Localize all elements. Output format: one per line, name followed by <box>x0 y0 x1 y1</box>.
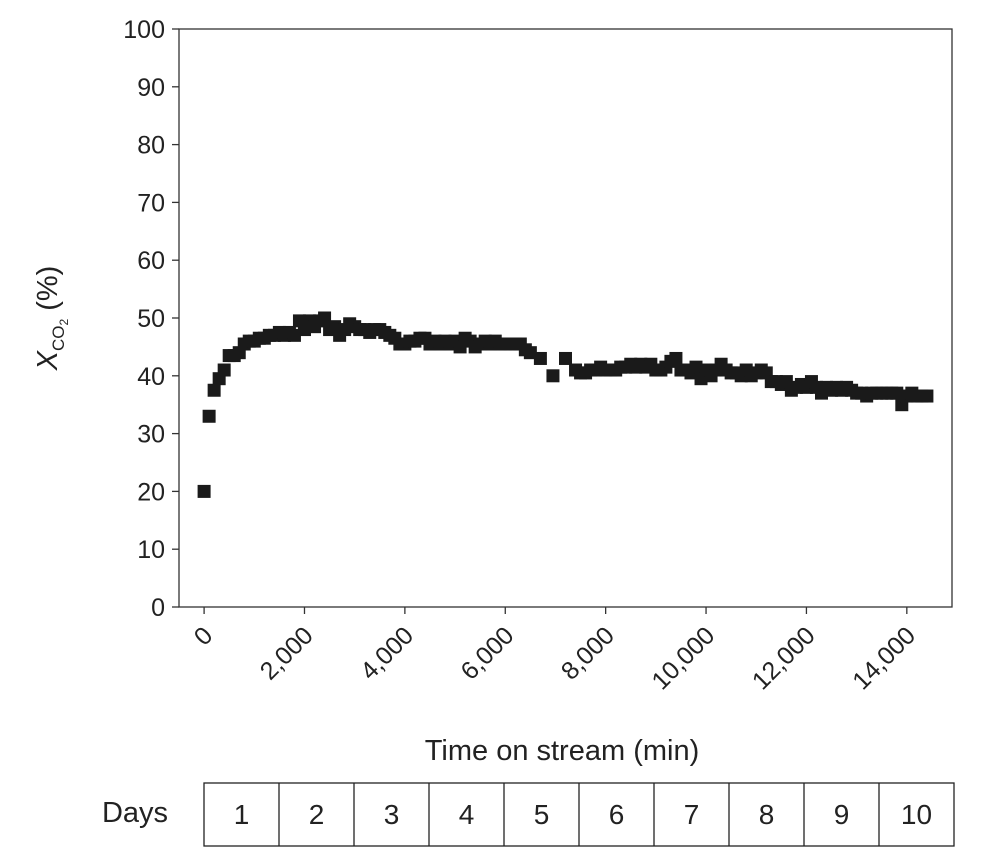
data-point <box>533 351 547 365</box>
data-point <box>318 311 332 325</box>
data-points <box>197 311 934 498</box>
data-point <box>689 360 703 374</box>
day-cell-label: 7 <box>684 799 700 830</box>
x-tick-label: 8,000 <box>556 621 620 685</box>
y-axis-symbol: X <box>32 349 64 371</box>
y-tick-label: 20 <box>137 478 165 506</box>
data-point <box>217 363 231 377</box>
x-tick-label: 14,000 <box>847 621 921 695</box>
y-tick-label: 50 <box>137 305 165 333</box>
data-point <box>920 389 934 403</box>
y-axis-subscript: CO <box>49 325 68 351</box>
y-tick-label: 30 <box>137 421 165 449</box>
day-cell-label: 8 <box>759 799 775 830</box>
y-axis-title: XCO2 (%) <box>32 266 71 372</box>
data-point <box>202 409 216 423</box>
day-cell-label: 3 <box>384 799 400 830</box>
x-axis-title: Time on stream (min) <box>425 735 699 767</box>
x-axis-ticks: 0 2,000 4,000 6,000 8,000 10,000 12,000 14,000 <box>189 607 921 695</box>
y-tick-label: 100 <box>123 16 165 44</box>
x-tick-label: 4,000 <box>355 621 419 685</box>
y-tick-label: 10 <box>137 536 165 564</box>
day-cell-label: 2 <box>309 799 325 830</box>
x-tick-label: 0 <box>189 621 219 651</box>
data-point <box>669 351 683 365</box>
y-tick-label: 70 <box>137 189 165 217</box>
day-cell-label: 1 <box>234 799 250 830</box>
day-cell-label: 6 <box>609 799 625 830</box>
y-tick-label: 0 <box>151 594 165 622</box>
data-point <box>890 386 904 400</box>
data-point <box>197 484 211 498</box>
data-point <box>287 328 301 342</box>
y-axis-subscript-2: 2 <box>57 318 71 325</box>
y-axis-unit: (%) <box>32 266 64 311</box>
data-point <box>546 369 560 383</box>
days-table: 1 2 3 4 5 6 7 8 9 10 <box>234 783 932 846</box>
x-tick-label: 10,000 <box>646 621 720 695</box>
day-cell-label: 10 <box>901 799 932 830</box>
day-cell-label: 5 <box>534 799 550 830</box>
y-tick-label: 90 <box>137 74 165 102</box>
x-tick-label: 6,000 <box>455 621 519 685</box>
day-cell-label: 4 <box>459 799 475 830</box>
y-tick-label: 40 <box>137 363 165 391</box>
day-cell-label: 9 <box>834 799 850 830</box>
y-tick-label: 80 <box>137 132 165 160</box>
x-tick-label: 12,000 <box>747 621 821 695</box>
data-point <box>207 383 221 397</box>
data-point <box>559 351 572 365</box>
days-title: Days <box>102 797 168 829</box>
x-tick-label: 2,000 <box>255 621 319 685</box>
y-axis-ticks: 0 10 20 30 40 50 60 70 80 90 100 <box>123 16 179 622</box>
data-point <box>523 346 537 360</box>
y-tick-label: 60 <box>137 247 165 275</box>
